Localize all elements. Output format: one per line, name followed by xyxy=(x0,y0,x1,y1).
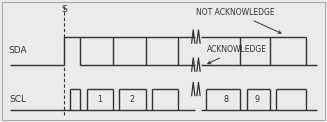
Text: SCL: SCL xyxy=(9,95,26,104)
Text: ACKNOWLEDGE: ACKNOWLEDGE xyxy=(207,45,267,64)
Text: 2: 2 xyxy=(130,95,135,104)
Text: 1: 1 xyxy=(97,95,102,104)
Text: S: S xyxy=(61,5,67,15)
Text: SDA: SDA xyxy=(9,46,27,55)
Text: 8: 8 xyxy=(223,95,228,104)
Text: 9: 9 xyxy=(254,95,259,104)
Text: NOT ACKNOWLEDGE: NOT ACKNOWLEDGE xyxy=(196,8,281,33)
